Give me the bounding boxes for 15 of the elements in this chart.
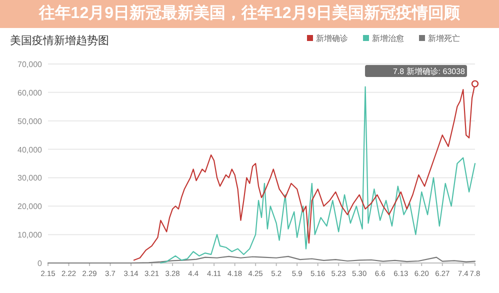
y-tick-label: 60,000 <box>18 88 43 98</box>
legend-label: 新增死亡 <box>428 34 460 43</box>
line-series <box>47 256 476 264</box>
y-tick-label: 20,000 <box>18 202 43 212</box>
y-tick-label: 0 <box>38 259 43 268</box>
y-tick-label: 40,000 <box>18 145 43 154</box>
annotation: 7.8 新增确诊: 63038 <box>392 67 466 76</box>
y-tick-label: 70,000 <box>18 60 43 69</box>
y-tick-label: 10,000 <box>18 230 43 240</box>
chart-title: 美国疫情新增趋势图 <box>10 34 109 47</box>
headline: 往年12月9日新冠最新美国，往年12月9日美国新冠疫情回顾 <box>0 0 499 28</box>
y-tick-label: 30,000 <box>18 174 43 183</box>
legend-label: 新增治愈 <box>372 34 404 43</box>
legend-label: 新增确诊 <box>316 34 348 43</box>
y-tick-label: 50,000 <box>18 116 43 126</box>
